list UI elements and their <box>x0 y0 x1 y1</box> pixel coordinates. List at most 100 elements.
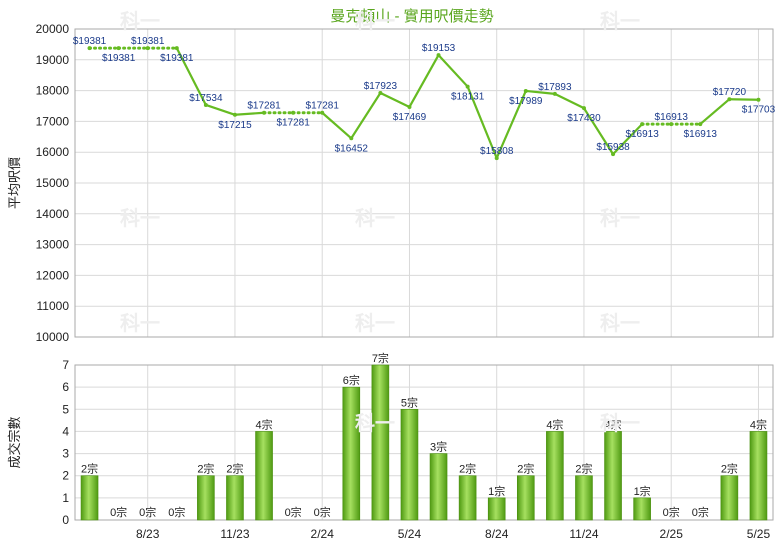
price-point <box>698 122 703 127</box>
price-line-segment <box>553 92 586 110</box>
price-data-label: $16452 <box>335 143 369 154</box>
volume-tick-label: 1 <box>62 491 69 505</box>
price-data-label: $18131 <box>451 92 485 103</box>
price-data-label: $17469 <box>393 112 427 123</box>
volume-bar <box>197 475 215 521</box>
price-line-segment <box>408 53 440 109</box>
volume-tick-label: 0 <box>62 513 69 527</box>
x-tick-label: 5/24 <box>398 527 422 541</box>
price-point <box>87 46 92 51</box>
price-point <box>436 53 441 58</box>
volume-data-label: 2宗 <box>459 462 476 476</box>
watermark: 科一 <box>355 9 395 33</box>
price-data-label: $17281 <box>247 101 281 112</box>
volume-data-label: 2宗 <box>517 462 534 476</box>
price-data-label: $17281 <box>306 101 340 112</box>
price-data-label: $19153 <box>422 43 456 54</box>
price-line-segment <box>204 103 237 116</box>
price-data-label: $19381 <box>160 53 194 64</box>
price-tick-label: 19000 <box>36 53 70 67</box>
price-tick-label: 11000 <box>37 299 70 313</box>
volume-bar <box>371 364 390 521</box>
price-data-label: $17989 <box>509 96 543 107</box>
price-point <box>756 97 761 102</box>
price-data-label: $17430 <box>567 113 601 124</box>
price-data-label: $15938 <box>596 142 630 153</box>
volume-data-label: 2宗 <box>575 462 592 476</box>
price-point <box>349 136 354 141</box>
price-data-label: $19381 <box>131 36 165 47</box>
volume-bar <box>458 475 477 521</box>
price-line-segment <box>379 91 411 109</box>
volume-bar <box>604 431 622 521</box>
price-tick-label: 13000 <box>36 238 70 252</box>
volume-bar <box>400 408 419 521</box>
watermark: 科一 <box>600 206 640 230</box>
price-line-segment <box>582 107 615 156</box>
chart-title: 曼克頓山 - 實用呎價走勢 <box>330 7 493 25</box>
price-point <box>640 122 645 127</box>
volume-data-label: 0宗 <box>663 505 680 519</box>
price-tick-label: 18000 <box>36 84 70 98</box>
price-data-label: $19381 <box>73 36 107 47</box>
price-tick-label: 20000 <box>36 22 70 36</box>
price-line-segment <box>728 98 760 101</box>
volume-bar <box>633 497 651 521</box>
price-data-label: $17534 <box>189 93 223 104</box>
price-tick-label: 16000 <box>36 145 70 159</box>
volume-bar <box>575 475 593 521</box>
price-line-segment <box>350 91 382 140</box>
x-tick-label: 2/25 <box>660 527 684 541</box>
price-point <box>465 84 470 89</box>
price-plot-frame <box>74 28 774 338</box>
price-tick-label: 14000 <box>36 207 70 221</box>
price-point <box>407 104 412 109</box>
volume-data-label: 4宗 <box>255 417 272 431</box>
price-data-label: $17923 <box>364 81 398 92</box>
volume-panel: 0 1 2 3 4 5 6 7 8/23 11/23 2/24 5/24 8/24 11/24 2/25 5/… <box>7 351 774 541</box>
volume-tick-label: 2 <box>62 469 69 483</box>
volume-data-label: 0宗 <box>168 505 185 519</box>
watermark: 科一 <box>355 311 395 335</box>
price-line-segment <box>524 89 556 95</box>
price-point <box>581 106 586 111</box>
price-tick-label: 12000 <box>36 268 70 282</box>
volume-data-label: 2宗 <box>226 462 243 476</box>
volume-data-label: 0宗 <box>692 505 709 519</box>
watermark: 科一 <box>600 311 640 335</box>
watermark: 科一 <box>600 411 640 435</box>
price-point <box>552 91 557 96</box>
volume-data-label: 4宗 <box>546 417 563 431</box>
price-tick-label: 17000 <box>36 114 70 128</box>
price-line-segment <box>233 111 266 116</box>
price-point <box>523 88 528 93</box>
volume-data-label: 1宗 <box>634 484 651 498</box>
price-point <box>291 110 296 115</box>
price-data-label: $17703 <box>742 105 776 116</box>
volume-tick-label: 4 <box>62 424 69 438</box>
volume-tick-label: 7 <box>62 358 69 372</box>
volume-data-label: 2宗 <box>721 462 738 476</box>
volume-data-label: 0宗 <box>139 505 156 519</box>
volume-bar <box>80 475 99 521</box>
price-data-label: $17281 <box>276 118 310 129</box>
volume-bar <box>429 453 448 521</box>
volume-bar <box>255 431 273 521</box>
volume-bar <box>487 497 506 521</box>
price-point <box>203 102 208 107</box>
volume-bar <box>226 475 244 521</box>
price-panel: 10000 11000 12000 13000 14000 15000 16000 17000… <box>7 22 776 344</box>
price-line-segment <box>699 98 731 126</box>
volume-data-label: 5宗 <box>401 395 418 409</box>
volume-bar <box>516 475 535 521</box>
volume-data-label: 3宗 <box>430 440 447 454</box>
price-point <box>611 152 616 157</box>
price-data-label: $16913 <box>684 129 718 140</box>
price-point <box>174 46 179 51</box>
price-line-segment <box>495 89 527 160</box>
volume-bar <box>342 386 361 521</box>
watermark: 科一 <box>120 9 160 33</box>
volume-data-label: 4宗 <box>750 417 767 431</box>
price-data-label: $19381 <box>102 53 136 64</box>
volume-axis-label: 成交宗數 <box>7 416 22 468</box>
